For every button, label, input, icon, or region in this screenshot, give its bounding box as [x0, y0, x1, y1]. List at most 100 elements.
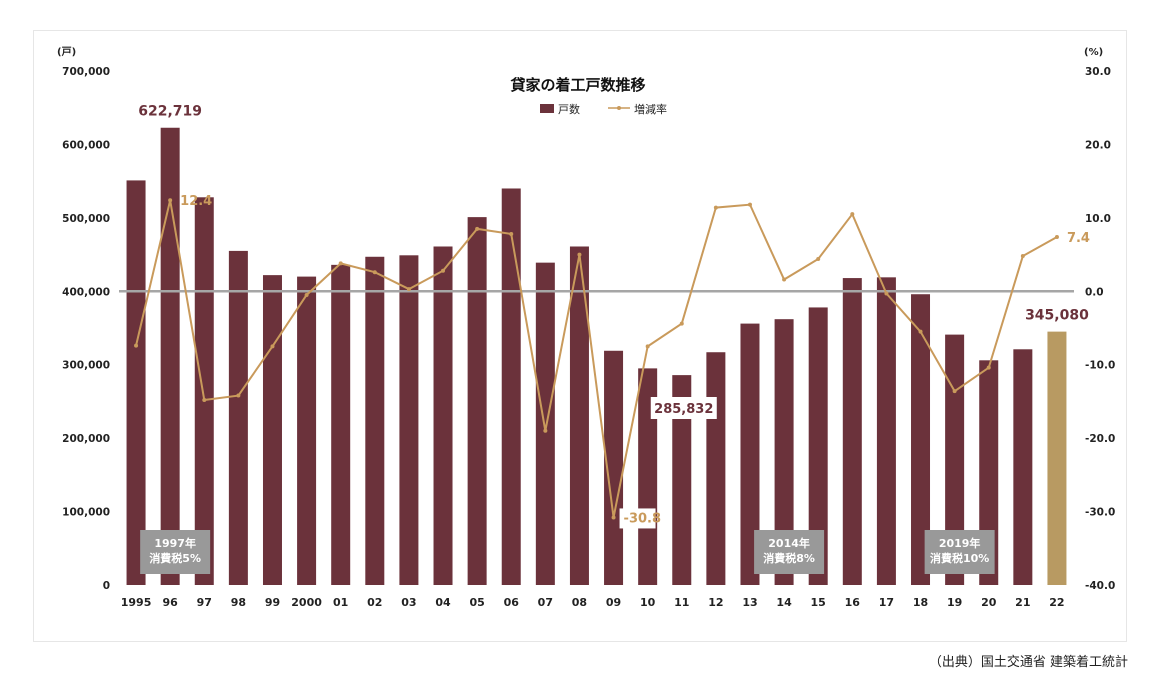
rate-point: [406, 287, 411, 292]
left-axis-ticks: 0 100,000 200,000 300,000 400,000 500,000 600,…: [62, 66, 110, 592]
x-axis-label: 18: [913, 596, 928, 609]
x-axis-label: 22: [1049, 596, 1064, 609]
bar: [706, 352, 726, 585]
tax-annotation-text: 1997年: [154, 536, 196, 550]
x-axis-label: 17: [879, 596, 894, 609]
x-axis-label: 2000: [291, 596, 322, 609]
bar: [672, 375, 692, 585]
x-axis-label: 98: [231, 596, 246, 609]
rate-point: [816, 256, 821, 261]
bar: [842, 278, 862, 585]
rate-point: [441, 268, 446, 273]
rate-point: [236, 393, 241, 398]
left-axis-tick-label: 400,000: [62, 286, 110, 298]
rate-point: [850, 212, 855, 217]
legend-bar-label: 戸数: [558, 103, 580, 116]
x-axis-label: 06: [504, 596, 520, 609]
x-axis-label: 10: [640, 596, 656, 609]
rate-point: [509, 232, 514, 237]
rate-point: [747, 202, 752, 207]
x-axis-label: 09: [606, 596, 621, 609]
rate-point: [372, 270, 377, 275]
rate-point: [577, 252, 582, 257]
bar: [740, 323, 760, 585]
left-axis-tick-label: 500,000: [62, 213, 110, 225]
x-axis-label: 16: [845, 596, 861, 609]
bar: [126, 180, 146, 585]
rate-point: [270, 344, 275, 349]
rate-point: [611, 515, 616, 520]
left-axis-tick-label: 600,000: [62, 139, 110, 151]
rate-point: [986, 365, 991, 370]
x-axis-label: 19: [947, 596, 962, 609]
tax-annotation-text: 2019年: [939, 536, 981, 550]
right-axis-tick-label: 0.0: [1085, 286, 1104, 298]
source-note: （出典）国土交通省 建築着工統計: [928, 655, 1128, 670]
rate-point: [1054, 234, 1059, 239]
data-label-box: [619, 508, 656, 529]
x-axis-label: 13: [742, 596, 757, 609]
rate-point: [918, 329, 923, 334]
rate-point: [679, 321, 684, 326]
bar: [945, 334, 965, 585]
legend: 戸数 増減率: [540, 102, 667, 116]
tax-annotation-text: 消費税8%: [763, 551, 815, 565]
legend-line-label: 増減率: [634, 102, 667, 116]
x-axis-label: 21: [1015, 596, 1030, 609]
legend-bar-swatch: [540, 104, 554, 113]
legend-line-marker: [617, 106, 621, 110]
tax-annotation-text: 2014年: [768, 536, 810, 550]
bar: [1013, 349, 1033, 585]
data-label: -30.8: [624, 511, 661, 526]
data-label: 285,832: [654, 402, 713, 417]
bar: [365, 256, 385, 585]
x-axis-label: 03: [401, 596, 416, 609]
rate-line-series: [134, 198, 1059, 520]
data-label: 345,080: [1025, 308, 1089, 324]
rate-point: [304, 292, 309, 297]
tax-annotation-box: [140, 530, 211, 574]
bar: [501, 188, 521, 585]
x-axis-labels: 1995 96 97 98 99 2000 01 02 03 04 05 06 07 08 09 10 11 12…: [121, 596, 1065, 609]
x-axis-label: 07: [538, 596, 553, 609]
right-axis-tick-label: -20.0: [1085, 433, 1115, 445]
x-axis-label: 14: [776, 596, 792, 609]
right-axis-tick-label: 30.0: [1085, 66, 1111, 78]
rate-point: [168, 198, 173, 203]
x-axis-label: 15: [811, 596, 826, 609]
left-axis-tick-label: 700,000: [62, 66, 110, 78]
rate-line: [135, 200, 1058, 518]
left-axis-unit: (戸): [57, 46, 76, 58]
tax-annotation-text: 消費税10%: [930, 551, 989, 565]
data-labels: 622,719 285,832 345,080 12.4 -30.8 7.4: [138, 104, 1090, 529]
rate-point: [134, 343, 139, 348]
bar: [911, 294, 931, 585]
left-axis-tick-label: 0: [103, 580, 110, 592]
rate-point: [543, 428, 548, 433]
rate-point: [1020, 254, 1025, 259]
x-axis-label: 1995: [121, 596, 152, 609]
x-axis-label: 12: [708, 596, 723, 609]
bar: [399, 255, 419, 585]
bar: [808, 307, 828, 585]
x-axis-label: 01: [333, 596, 348, 609]
x-axis-label: 04: [435, 596, 451, 609]
right-axis-unit: (%): [1084, 47, 1103, 58]
x-axis-label: 05: [469, 596, 484, 609]
right-axis-tick-label: -30.0: [1085, 507, 1115, 519]
left-axis-tick-label: 200,000: [62, 433, 110, 445]
tax-annotation-box: [924, 530, 995, 574]
bar: [604, 350, 624, 585]
x-axis-label: 97: [197, 596, 212, 609]
x-axis-label: 11: [674, 596, 689, 609]
bar: [979, 360, 999, 585]
bar: [194, 197, 214, 585]
data-label: 7.4: [1067, 231, 1090, 246]
bar: [160, 127, 180, 585]
data-label: 622,719: [138, 104, 202, 120]
bar: [297, 276, 317, 585]
bar: [774, 319, 794, 585]
